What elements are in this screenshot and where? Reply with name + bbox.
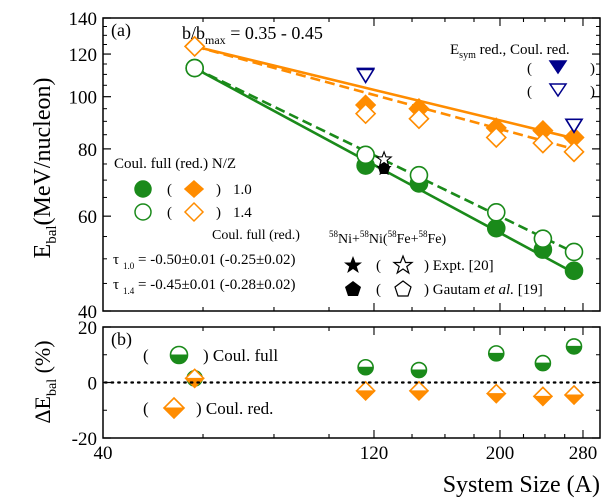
legend-half-circle-fill bbox=[169, 354, 189, 364]
data-point-diamond bbox=[485, 126, 507, 149]
esym-legend-paren-open-1: ( bbox=[527, 61, 532, 77]
data-point-diamond bbox=[184, 35, 206, 58]
data-point-circle bbox=[356, 145, 375, 165]
y-tick-label-a: 100 bbox=[69, 88, 98, 109]
legend-gautam-pentagon-open bbox=[394, 280, 412, 297]
x-tick-label: 200 bbox=[486, 443, 515, 464]
legend-half-circle bbox=[169, 345, 189, 365]
data-point-half-diamond-fill bbox=[532, 395, 554, 407]
data-point-pentagon bbox=[377, 162, 391, 174]
esym-legend-paren-close-2: ) bbox=[590, 84, 595, 100]
y-tick-label-a: 120 bbox=[69, 45, 98, 66]
legend-orange-open-diamond bbox=[183, 201, 205, 223]
tau-row-1: τ 1.0 = -0.50±0.01 (-0.25±0.02) bbox=[113, 252, 295, 271]
nz-legend-header: Coul. full (red.) N/Z bbox=[114, 156, 236, 172]
panel-b-label: (b) bbox=[111, 329, 132, 350]
data-point-diamond bbox=[408, 108, 430, 130]
data-point-diamond bbox=[354, 103, 377, 125]
nz-legend-paren-1: ( bbox=[167, 182, 172, 198]
nz-legend-value-2: 1.4 bbox=[233, 205, 252, 221]
legend-orange-filled-diamond bbox=[183, 179, 205, 199]
legend-green-open-circle bbox=[134, 203, 152, 221]
data-point-circle bbox=[185, 58, 204, 78]
y-tick-label-b: -20 bbox=[72, 429, 97, 450]
chart-title: b/bmax = 0.35 - 0.45 bbox=[182, 23, 323, 47]
data-point-half-diamond-fill bbox=[355, 390, 376, 401]
legend-triangle-filled bbox=[548, 60, 568, 75]
data-point-half-circle-fill bbox=[566, 345, 583, 355]
x-axis-label: System Size (A) bbox=[443, 472, 600, 498]
legend-triangle-open bbox=[548, 83, 568, 98]
y-tick-label-a: 40 bbox=[78, 302, 97, 323]
reaction-label: 58Ni+58Ni(58Fe+58Fe) bbox=[329, 229, 446, 247]
fit-line bbox=[194, 45, 579, 152]
data-point-circle bbox=[409, 165, 429, 185]
y-tick-label-a: 60 bbox=[78, 207, 97, 228]
y-tick-label-b: 0 bbox=[88, 374, 98, 395]
data-point-circle bbox=[533, 229, 553, 248]
esym-legend-paren-close-1: ) bbox=[590, 61, 595, 77]
data-point-half-diamond-fill bbox=[563, 394, 585, 405]
data-point-triangle bbox=[564, 118, 584, 134]
x-tick-label: 40 bbox=[94, 443, 113, 464]
panel-b-legend-red: ) Coul. red. bbox=[196, 399, 273, 418]
data-point-half-circle-fill bbox=[410, 369, 427, 378]
fit-line bbox=[194, 45, 579, 141]
panel-a-ylabel: Ebal(MeV/nucleon) bbox=[30, 78, 60, 259]
tau-header: Coul. full (red.) bbox=[212, 228, 300, 243]
legend-half-diamond-fill bbox=[162, 407, 186, 419]
panel-b-ylabel: ΔEbal (%) bbox=[30, 340, 60, 423]
panel-a-label: (a) bbox=[111, 20, 131, 41]
x-tick-label: 280 bbox=[569, 443, 598, 464]
y-tick-label-b: 20 bbox=[78, 318, 97, 339]
esym-legend-paren-open-2: ( bbox=[527, 84, 532, 100]
legend-expt-star-filled bbox=[344, 256, 362, 273]
esym-legend-header: Esym red., Coul. red. bbox=[450, 42, 570, 61]
data-point-circle bbox=[564, 242, 584, 262]
nz-legend-close-2: ) bbox=[216, 205, 221, 221]
nz-legend-close-1: ) bbox=[216, 182, 221, 198]
tau-row-2: τ 1.4 = -0.45±0.01 (-0.28±0.02) bbox=[113, 277, 295, 296]
panel-a-frame bbox=[102, 17, 601, 312]
data-point-circle bbox=[564, 261, 584, 281]
y-tick-label-a: 80 bbox=[78, 140, 97, 161]
panel-b-legend-full: ) Coul. full bbox=[203, 346, 278, 365]
data-point-half-circle-fill bbox=[357, 366, 374, 376]
data-point-half-diamond-fill bbox=[408, 390, 430, 401]
legend-expt-star-open bbox=[392, 254, 414, 275]
y-tick-label-a: 140 bbox=[69, 9, 98, 30]
legend-gautam-pentagon-filled bbox=[345, 281, 361, 296]
panel-a-markers bbox=[184, 35, 585, 281]
data-point-circle bbox=[486, 218, 506, 238]
data-point-half-circle-fill bbox=[534, 362, 551, 371]
legend-green-filled-circle bbox=[134, 180, 152, 198]
data-point-half-circle-fill bbox=[488, 352, 505, 362]
data-point-half-diamond-fill bbox=[486, 393, 507, 404]
panel-b-legend-open-2: ( bbox=[143, 399, 149, 418]
x-tick-label: 120 bbox=[360, 443, 389, 464]
panel-a-axes: 40 60 80 100 120 140 bbox=[69, 9, 600, 323]
data-point-circle bbox=[486, 203, 506, 222]
data-point-triangle bbox=[356, 68, 376, 84]
legend-half-diamond bbox=[162, 396, 186, 420]
gautam-label: ) Gautam et al. [19] bbox=[424, 282, 543, 298]
panel-b-legend-open-1: ( bbox=[143, 346, 149, 365]
panel-b-axes: -20 0 20 40 120 200 280 bbox=[72, 318, 600, 464]
data-point-diamond bbox=[532, 132, 554, 154]
tau-legend-paren-1: ( bbox=[376, 258, 381, 274]
nz-legend-paren-2: ( bbox=[167, 205, 172, 221]
expt-label: ) Expt. [20] bbox=[424, 258, 494, 274]
nz-legend-value-1: 1.0 bbox=[233, 182, 252, 198]
tau-legend-paren-2: ( bbox=[376, 282, 381, 298]
data-point-diamond bbox=[563, 141, 585, 163]
